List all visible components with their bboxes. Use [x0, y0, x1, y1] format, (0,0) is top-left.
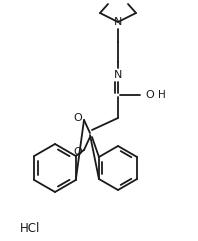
Text: H: H — [158, 90, 166, 100]
Text: HCl: HCl — [20, 221, 40, 234]
Text: O: O — [74, 113, 82, 123]
Text: O: O — [146, 90, 154, 100]
Text: O: O — [74, 147, 82, 157]
Text: N: N — [114, 17, 122, 27]
Text: N: N — [114, 70, 122, 80]
